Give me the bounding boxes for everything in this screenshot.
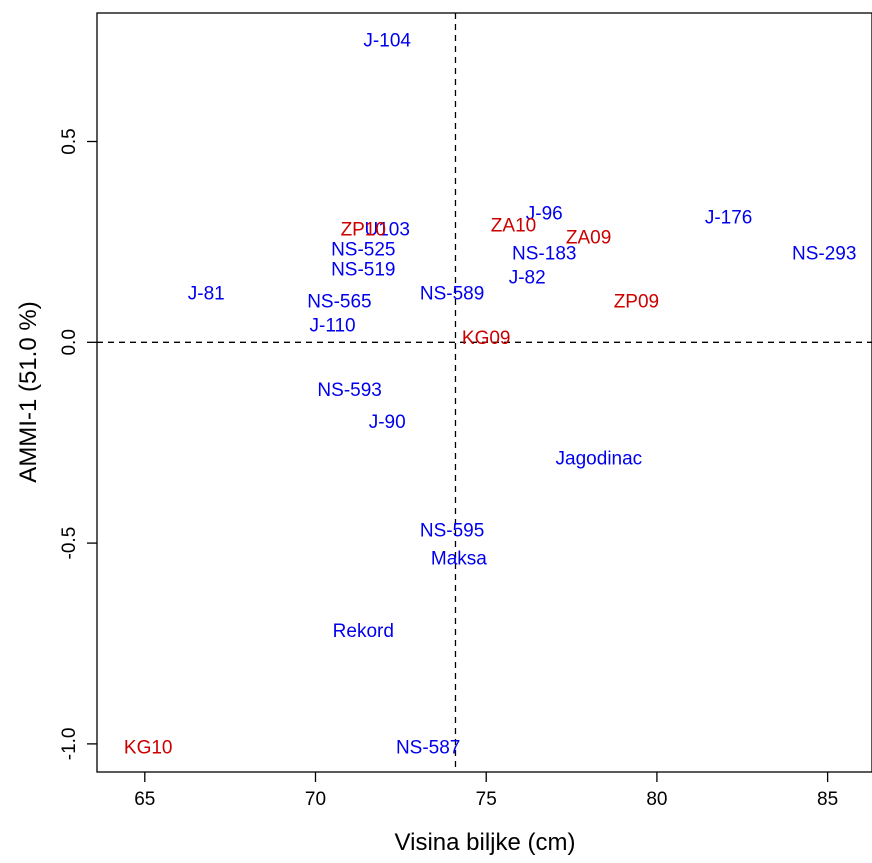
genotype-point-label: NS-525 xyxy=(331,239,395,260)
environment-point-label: KG10 xyxy=(124,737,173,758)
genotype-point-label: J-96 xyxy=(526,203,563,224)
genotype-point-label: NS-589 xyxy=(420,284,484,305)
y-tick-label: -1.0 xyxy=(59,728,80,761)
x-tick-label: 80 xyxy=(646,789,667,810)
y-tick-label: 0.0 xyxy=(59,329,80,355)
y-tick-label: -0.5 xyxy=(59,527,80,560)
genotype-point-label: J-104 xyxy=(363,31,411,52)
genotype-point-label: Jagodinac xyxy=(556,448,643,469)
genotype-point-label: J-82 xyxy=(509,268,546,289)
genotype-point-label: NS-587 xyxy=(396,737,460,758)
y-tick-label: 0.5 xyxy=(59,128,80,154)
x-tick-label: 85 xyxy=(817,789,838,810)
genotype-point-label: NS-183 xyxy=(512,243,576,264)
y-axis-label: AMMI-1 (51.0 %) xyxy=(15,301,42,482)
genotype-point-label: U103 xyxy=(364,219,409,240)
environment-point-label: ZA10 xyxy=(491,215,536,236)
x-axis-label: Visina biljke (cm) xyxy=(395,829,576,856)
x-tick-label: 75 xyxy=(476,789,497,810)
genotype-point-label: J-81 xyxy=(188,284,225,305)
genotype-point-label: Maksa xyxy=(431,549,487,570)
genotype-point-label: NS-595 xyxy=(420,521,484,542)
genotype-point-label: J-90 xyxy=(369,412,406,433)
environment-point-label: ZP10 xyxy=(341,219,386,240)
plot-frame xyxy=(96,12,872,773)
genotype-point-label: J-176 xyxy=(705,207,753,228)
genotype-point-label: Rekord xyxy=(333,621,394,642)
x-tick-label: 70 xyxy=(305,789,326,810)
environment-point-label: KG09 xyxy=(462,328,511,349)
genotype-point-label: NS-519 xyxy=(331,260,395,281)
x-axis: 65 70 75 80 85 xyxy=(134,772,838,810)
genotype-point-label: NS-293 xyxy=(792,243,856,264)
environment-point-label: ZA09 xyxy=(566,227,611,248)
environment-point-label: ZP09 xyxy=(614,292,659,313)
genotype-point-label: NS-565 xyxy=(307,292,371,313)
y-axis: -1.0 -0.5 0.0 0.5 xyxy=(59,128,97,760)
genotype-point-label: J-110 xyxy=(310,316,356,337)
genotype-point-label: NS-593 xyxy=(317,380,381,401)
x-tick-label: 65 xyxy=(134,789,155,810)
